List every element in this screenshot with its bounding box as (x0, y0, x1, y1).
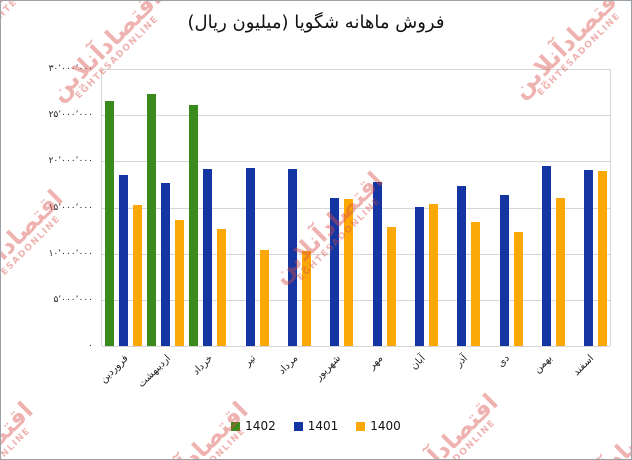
y-tick-label: ۲۰’۰۰۰’۰۰۰ (48, 156, 93, 167)
bar-1400-اردیبهشت (174, 220, 184, 346)
bar-1400-آبان (428, 204, 438, 346)
x-tick-label-4: تیر (242, 353, 258, 369)
bar-1401-آذر (457, 186, 467, 346)
watermark-latin-text: EGHTESADONLINE (1, 407, 53, 459)
legend-swatch-icon (293, 421, 303, 431)
bar-1401-دی (499, 195, 509, 346)
x-tick-label-12: اسفند (571, 353, 597, 379)
bar-1401-اردیبهشت (160, 183, 170, 346)
watermark-persian-text: اقتصادآنلاین (0, 184, 69, 307)
legend-item-1401: 1401 (293, 419, 339, 433)
x-tick-label-5: مرداد (276, 353, 301, 377)
legend-swatch-icon (231, 421, 241, 431)
x-tick-label-11: بهمن (531, 353, 555, 376)
bar-1400-خرداد (217, 229, 227, 346)
plot-area (101, 69, 611, 347)
y-tick-label: ۲۵’۰۰۰’۰۰۰ (48, 110, 93, 121)
bar-1401-آبان (414, 207, 424, 346)
bar-1400-دی (513, 232, 523, 346)
gridline (102, 115, 610, 116)
bar-1401-خرداد (203, 169, 213, 346)
bar-group-5 (271, 169, 313, 346)
bar-1401-بهمن (541, 166, 551, 346)
legend-item-1402: 1402 (231, 419, 276, 433)
legend-item-1400: 1400 (356, 419, 401, 433)
bar-1400-فروردین (132, 205, 142, 346)
watermark-latin-text: EGHTESADONLINE (565, 409, 631, 459)
bar-1400-آذر (471, 222, 481, 346)
bar-1402-فروردین (104, 101, 114, 346)
bar-1400-تیر (259, 250, 269, 346)
bar-1400-مرداد (301, 251, 311, 346)
bar-1400-شهریور (344, 199, 354, 346)
bar-group-4 (229, 168, 271, 346)
gridline (102, 300, 610, 301)
x-tick-label-7: مهر (366, 353, 385, 372)
x-axis-line (102, 346, 610, 347)
watermark-latin-text: EGHTESADONLINE (142, 407, 269, 459)
bar-1400-اسفند (598, 171, 608, 346)
bar-group-7 (356, 182, 398, 346)
bar-group-6 (314, 198, 356, 346)
bar-1401-تیر (245, 168, 255, 346)
y-tick-label: ۵’۰۰۰’۰۰۰ (53, 294, 93, 305)
x-tick-label-9: آذر (453, 353, 470, 370)
x-tick-label-1: فروردین (98, 353, 131, 386)
bar-group-8 (398, 204, 440, 346)
bar-1401-مرداد (287, 169, 297, 346)
bar-1401-مهر (372, 182, 382, 346)
bar-1400-بهمن (555, 198, 565, 346)
chart-title: فروش ماهانه شگویا (میلیون ریال) (187, 12, 445, 33)
y-tick-label: ۰ (88, 341, 93, 351)
bar-1401-اسفند (584, 170, 594, 346)
x-tick-label-2: اردیبهشت (136, 353, 174, 390)
bar-1401-فروردین (118, 175, 128, 346)
bar-1402-اردیبهشت (146, 94, 156, 346)
gridline (102, 254, 610, 255)
y-tick-label: ۱۰’۰۰۰’۰۰۰ (48, 248, 93, 259)
y-tick-label: ۳۰’۰۰۰’۰۰۰ (48, 64, 93, 74)
x-tick-label-8: آبان (408, 353, 428, 373)
bar-1401-شهریور (330, 198, 340, 346)
bar-group-1 (102, 101, 144, 346)
bar-1402-خرداد (189, 105, 199, 346)
legend: 1402 1401 1400 (1, 419, 631, 433)
legend-label: 1402 (245, 419, 276, 433)
gridline (102, 69, 610, 70)
bar-group-11 (525, 166, 567, 346)
legend-label: 1400 (370, 419, 401, 433)
y-tick-label: ۱۵’۰۰۰’۰۰۰ (48, 202, 93, 213)
bar-group-3 (187, 105, 229, 346)
gridline (102, 161, 610, 162)
x-tick-label-6: شهریور (312, 353, 343, 383)
bar-group-9 (441, 186, 483, 346)
bar-group-10 (483, 195, 525, 346)
gridline (102, 208, 610, 209)
bar-group-12 (568, 170, 610, 346)
bar-1400-مهر (386, 227, 396, 346)
x-tick-label-3: خرداد (191, 353, 216, 378)
legend-swatch-icon (356, 421, 366, 431)
legend-label: 1401 (307, 419, 339, 433)
bar-group-2 (144, 94, 186, 346)
x-tick-label-10: دی (495, 353, 512, 370)
